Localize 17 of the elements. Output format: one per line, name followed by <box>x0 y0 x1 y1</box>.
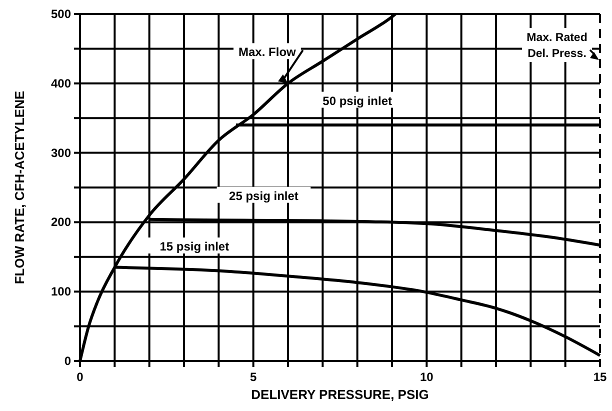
y-tick-label: 300 <box>50 146 72 160</box>
y-tick-label: 400 <box>50 76 72 90</box>
y-tick-label: 0 <box>64 354 72 368</box>
y-axis-title: FLOW RATE, CFH-ACETYLENE <box>12 90 27 284</box>
ref-line-label: Max. Rated Del. Press. <box>526 32 588 60</box>
series-label: 25 psig inlet <box>229 188 298 203</box>
series-label: 50 psig inlet <box>322 94 392 108</box>
x-axis-title: DELIVERY PRESSURE, PSIG <box>251 387 429 402</box>
x-tick-label: 10 <box>420 370 434 384</box>
y-tick-label: 500 <box>50 7 72 21</box>
y-tick-label: 200 <box>50 215 72 230</box>
x-tick-label: 0 <box>76 370 84 384</box>
series-label: 15 psig inlet <box>160 239 230 254</box>
x-tick-label: 15 <box>593 370 607 384</box>
x-tick-label: 5 <box>250 370 257 384</box>
y-tick-label: 100 <box>50 284 72 299</box>
series-label: Max. Flow <box>238 45 297 60</box>
